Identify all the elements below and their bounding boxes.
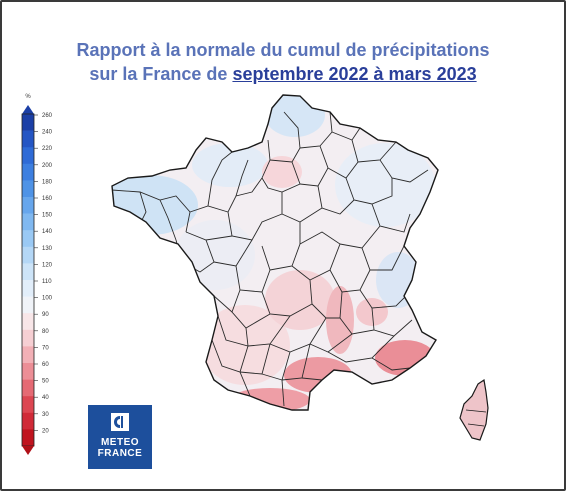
title-line-2: sur la France de septembre 2022 à mars 2… [0, 62, 566, 86]
legend-swatch [22, 379, 34, 397]
legend-swatch [22, 296, 34, 314]
legend-tick-label: 150 [42, 213, 53, 219]
region-est [335, 143, 435, 227]
legend-tick-label: 40 [42, 395, 49, 401]
legend-tick-label: 70 [42, 345, 49, 351]
legend-tick-label: 30 [42, 412, 49, 418]
legend-unit: % [25, 94, 31, 100]
legend-tick-label: 110 [42, 279, 52, 285]
legend-tick-label: 50 [42, 379, 49, 385]
legend-tick-label: 80 [42, 329, 49, 335]
legend-swatch [22, 130, 34, 148]
legend-tick-label: 20 [42, 428, 49, 434]
legend-swatch [22, 147, 34, 165]
legend-swatch [22, 280, 34, 297]
legend-tick-label: 90 [42, 312, 49, 318]
region-pyrenees [230, 388, 310, 410]
legend-swatch [22, 263, 34, 281]
legend-tick-label: 160 [42, 196, 53, 202]
region-normandie [192, 143, 268, 187]
legend-tick-label: 240 [42, 130, 53, 136]
legend-swatch [22, 329, 34, 347]
legend-tick-label: 140 [42, 229, 53, 235]
legend-swatch [22, 346, 34, 364]
legend-top-arrow [22, 105, 34, 114]
departement-borders [112, 111, 429, 407]
region-sud [284, 357, 352, 393]
legend-swatch [22, 197, 34, 214]
logo-text-line-2: FRANCE [97, 448, 143, 459]
legend-swatch [22, 163, 34, 181]
legend-tick-label: 120 [42, 262, 53, 268]
legend-tick-label: 220 [42, 146, 53, 152]
title-period: septembre 2022 à mars 2023 [232, 64, 477, 84]
region-nord [265, 95, 325, 137]
legend-bottom-arrow [22, 446, 34, 455]
legend-swatch [22, 230, 34, 248]
legend-bar: % 260 240 220 200 180 160 150 140 130 120 110 100 90 8… [21, 94, 53, 455]
region-alpes [376, 252, 420, 308]
legend-tick-label: 100 [42, 296, 53, 302]
legend-swatch [22, 313, 34, 331]
title-line-1: Rapport à la normale du cumul de précipi… [76, 40, 490, 60]
region-paris [262, 156, 302, 188]
logo-text-line-1: METEO [100, 437, 140, 448]
title-line-2-prefix: sur la France de [89, 64, 233, 84]
legend-swatch [22, 180, 34, 198]
legend-swatch [22, 412, 34, 430]
legend-tick-label: 180 [42, 179, 53, 185]
france-outline [111, 94, 439, 411]
legend-tick-label: 130 [42, 246, 53, 252]
legend-tick-label: 200 [42, 163, 53, 169]
legend-tick-label: 60 [42, 362, 49, 368]
region-rhone [326, 286, 354, 354]
map-title: Rapport à la normale du cumul de précipi… [0, 38, 566, 86]
legend-swatch [22, 114, 34, 131]
meteo-france-logo-mark [111, 413, 129, 431]
legend-swatch [22, 363, 34, 380]
legend-tick-label: 260 [42, 113, 53, 119]
legend-swatch [22, 213, 34, 231]
corse-borders [465, 409, 487, 427]
corse [459, 378, 489, 441]
legend-swatch [22, 246, 34, 264]
meteo-france-logo: METEO FRANCE [88, 405, 152, 469]
legend-swatch [22, 396, 34, 414]
legend-swatch [22, 429, 34, 447]
